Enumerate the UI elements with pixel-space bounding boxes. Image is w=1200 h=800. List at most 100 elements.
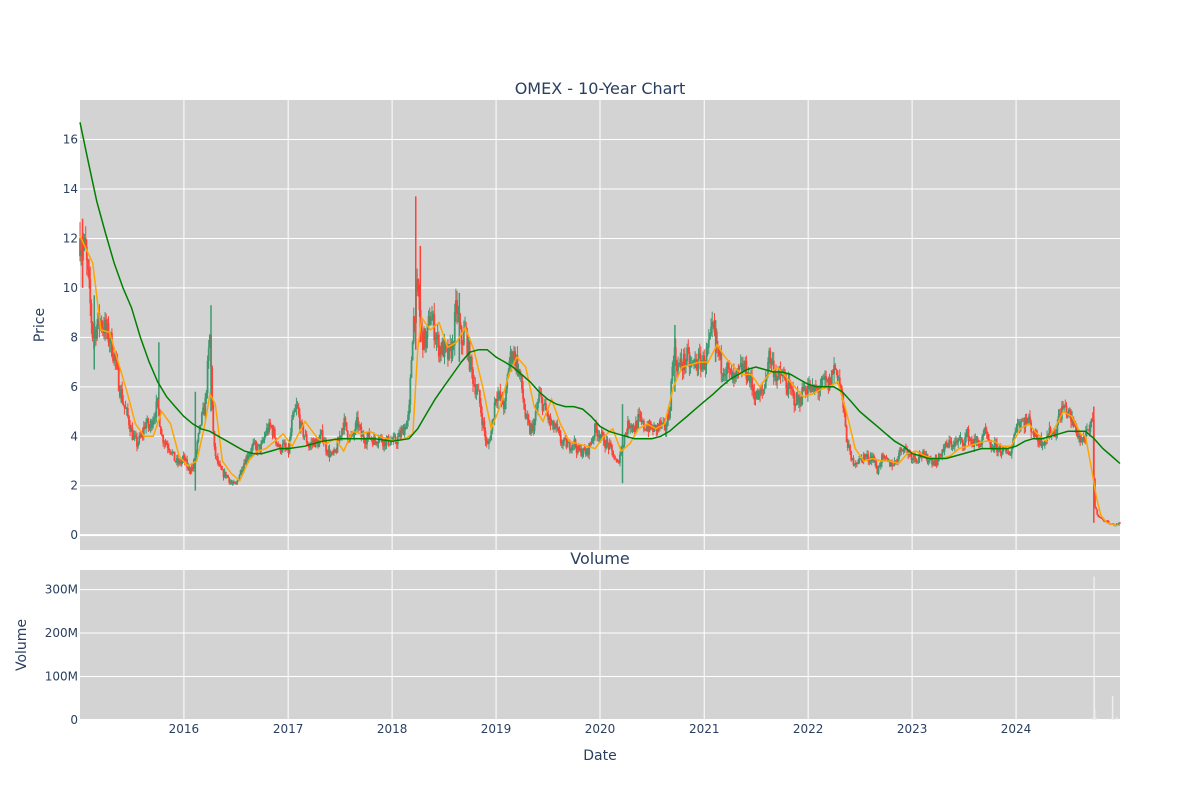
candle-body[interactable] — [125, 408, 128, 409]
candle-body[interactable] — [1021, 420, 1023, 422]
candle-body[interactable] — [570, 449, 572, 451]
candle-body[interactable] — [191, 467, 194, 469]
candle-body[interactable] — [290, 419, 293, 433]
candle-body[interactable] — [1010, 448, 1013, 454]
candle-body[interactable] — [198, 425, 201, 434]
candle-body[interactable] — [461, 344, 464, 346]
candle-body[interactable] — [410, 360, 413, 378]
candle-body[interactable] — [404, 426, 407, 429]
candle-body[interactable] — [584, 450, 587, 455]
candle-body[interactable] — [524, 409, 527, 418]
candle-body[interactable] — [687, 347, 690, 352]
candle-body[interactable] — [795, 393, 798, 406]
candle-body[interactable] — [847, 444, 850, 449]
candle-body[interactable] — [211, 366, 214, 405]
candle-body[interactable] — [526, 414, 529, 420]
candle-body[interactable] — [166, 444, 169, 449]
candle-body[interactable] — [1018, 422, 1021, 428]
candle-body[interactable] — [821, 377, 824, 379]
candle-body[interactable] — [857, 463, 859, 465]
candle-body[interactable] — [649, 421, 652, 429]
candle-body[interactable] — [1097, 514, 1100, 517]
candle-body[interactable] — [810, 386, 813, 392]
candle-body[interactable] — [361, 434, 364, 437]
candle-body[interactable] — [382, 441, 384, 447]
candle-body[interactable] — [802, 387, 805, 391]
candle-body[interactable] — [731, 372, 734, 380]
candle-body[interactable] — [738, 366, 741, 370]
candle-body[interactable] — [439, 346, 441, 357]
candle-body[interactable] — [499, 391, 502, 400]
candle-body[interactable] — [866, 454, 869, 457]
candle-body[interactable] — [273, 428, 276, 439]
candle-body[interactable] — [950, 441, 953, 447]
candle-body[interactable] — [590, 442, 593, 444]
candle-body[interactable] — [949, 440, 952, 442]
candle-body[interactable] — [755, 390, 758, 399]
candle-body[interactable] — [712, 322, 715, 324]
candle-body[interactable] — [216, 456, 219, 464]
candle-body[interactable] — [467, 341, 470, 356]
candle-body[interactable] — [760, 389, 763, 395]
candle-body[interactable] — [255, 445, 258, 452]
candle-body[interactable] — [726, 363, 728, 375]
candle-body[interactable] — [163, 442, 166, 444]
candle-body[interactable] — [303, 436, 306, 437]
candle-body[interactable] — [540, 394, 543, 398]
candle-body[interactable] — [482, 421, 485, 425]
candle-body[interactable] — [207, 347, 210, 361]
candle-body[interactable] — [728, 367, 731, 369]
candle-body[interactable] — [1031, 431, 1034, 433]
candle-body[interactable] — [830, 370, 833, 387]
candle-body[interactable] — [947, 444, 949, 448]
candle-body[interactable] — [980, 444, 982, 445]
candle-body[interactable] — [392, 436, 395, 442]
candle-body[interactable] — [933, 461, 936, 466]
candle-body[interactable] — [832, 370, 834, 374]
candle-body[interactable] — [1014, 432, 1017, 435]
candle-body[interactable] — [525, 414, 528, 418]
candle-body[interactable] — [794, 405, 797, 406]
candle-body[interactable] — [390, 441, 392, 445]
candle-body[interactable] — [256, 445, 259, 452]
candle-body[interactable] — [876, 467, 879, 474]
candle-body[interactable] — [378, 436, 381, 441]
candle-body[interactable] — [555, 423, 558, 428]
candle-body[interactable] — [853, 464, 856, 466]
candle-body[interactable] — [190, 467, 193, 472]
candle-body[interactable] — [917, 459, 920, 462]
candle-body[interactable] — [589, 443, 592, 445]
candle-body[interactable] — [910, 454, 913, 461]
candle-body[interactable] — [900, 447, 903, 452]
candle-body[interactable] — [615, 459, 618, 462]
candle-body[interactable] — [761, 389, 764, 391]
candle-body[interactable] — [1106, 521, 1109, 522]
candle-body[interactable] — [685, 360, 687, 366]
candle-body[interactable] — [833, 365, 835, 374]
candle-body[interactable] — [778, 370, 781, 372]
candle-body[interactable] — [406, 421, 408, 429]
candle-body[interactable] — [661, 422, 663, 425]
candle-body[interactable] — [189, 470, 192, 472]
candle-body[interactable] — [147, 418, 150, 428]
candle-body[interactable] — [185, 459, 187, 462]
candle-body[interactable] — [956, 440, 959, 443]
candle-body[interactable] — [729, 368, 732, 370]
candle-body[interactable] — [744, 360, 747, 371]
candle-body[interactable] — [549, 416, 552, 425]
candle-body[interactable] — [443, 342, 446, 357]
candle-body[interactable] — [588, 443, 591, 455]
candle-body[interactable] — [644, 429, 646, 430]
candle-body[interactable] — [1083, 438, 1086, 442]
candle-body[interactable] — [205, 392, 208, 398]
candle-body[interactable] — [88, 269, 91, 280]
candle-body[interactable] — [1086, 429, 1088, 431]
candle-body[interactable] — [1041, 443, 1044, 446]
candle-body[interactable] — [600, 431, 603, 436]
candle-body[interactable] — [133, 435, 136, 437]
candle-body[interactable] — [559, 434, 562, 443]
candle-body[interactable] — [110, 332, 113, 356]
candle-body[interactable] — [267, 427, 269, 433]
candle-body[interactable] — [1026, 420, 1029, 424]
candle-body[interactable] — [720, 351, 723, 374]
